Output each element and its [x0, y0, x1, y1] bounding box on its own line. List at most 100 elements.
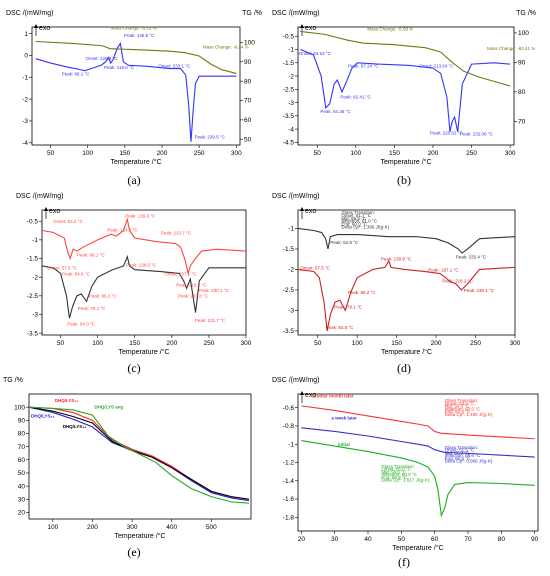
y-axis-title: DSC /(mW/mg)	[272, 377, 319, 384]
exo-arrowhead-icon	[44, 207, 48, 211]
x-tick-label: 200	[428, 150, 439, 157]
x-tick-label: 40	[364, 536, 372, 543]
series-line-f-1	[301, 427, 535, 458]
annotation: Delta Cp*: 1.499 J/(g·K)	[445, 412, 493, 417]
annotation: Onset: 51.5 °C	[445, 448, 475, 453]
annotation: initial	[338, 442, 350, 447]
x-tick-label: 100	[47, 524, 58, 531]
y-tick-label: 20	[18, 510, 26, 517]
annotation: Peak: 119.0 °C	[104, 65, 135, 70]
annotation: Glass Transition:	[445, 445, 479, 450]
annotation: Mid: 58.6 °C	[381, 469, 407, 474]
x-tick-label: 100	[352, 340, 363, 347]
panel-label-e: (e)	[127, 545, 140, 559]
y-tick-label: -1	[32, 237, 38, 244]
series-line-d-0	[297, 227, 516, 254]
annotation: Onset: 197.1 °C	[164, 271, 197, 276]
x-tick-label: 500	[206, 524, 217, 531]
annotation: Peak: 86.2 °C	[348, 290, 377, 295]
annotation: Peak: 87.24 °C	[348, 64, 379, 69]
annotation: Peak: 197.1 °C	[428, 267, 459, 272]
annotation: Onset: 56.0 °C	[381, 467, 411, 472]
y-axis-title: DSC /(mW/mg)	[272, 10, 319, 17]
annotation: Onset: 51.7 °C	[341, 213, 371, 218]
annotation: Glass Transition:	[445, 398, 479, 403]
y-tick-label: 1	[24, 31, 28, 38]
exo-arrowhead-icon	[300, 391, 304, 395]
y2-tick-label: 90	[244, 59, 252, 66]
y2-tick-label: 60	[244, 117, 252, 124]
panel-label-c: (c)	[127, 361, 140, 375]
annotation: End: 60.0 °C	[341, 222, 367, 227]
annotation: Peak: 230.1 °C	[199, 288, 230, 293]
series-line-e-2	[28, 406, 250, 500]
annotation: Peak: 79.1 °C	[78, 306, 107, 311]
annotation: Inflection: 60.5 °C	[445, 406, 481, 411]
x-tick-label: 70	[464, 536, 472, 543]
annotation: Onset: 128.8 °C	[85, 56, 118, 61]
x-tick-label: 90	[531, 536, 539, 543]
annotation: Peak: 79.1 °C	[334, 304, 363, 309]
exo-label: exo	[39, 25, 50, 32]
y-tick-label: -2	[22, 96, 28, 103]
annotation: Peak: 231.7 °C	[195, 318, 226, 323]
annotation: another month later	[311, 394, 354, 399]
y-axis-title: DSC /(mW/mg)	[16, 193, 63, 200]
exo-arrowhead-icon	[300, 24, 304, 28]
x-tick-label: 150	[389, 150, 400, 157]
annotation: Peak: 138.6 °C	[126, 263, 157, 268]
annotation: Mass Change: -8.24 %	[203, 44, 249, 49]
y-tick-label: -1	[22, 74, 28, 81]
y-tick-label: -4.5	[283, 140, 295, 147]
x-tick-label: 30	[331, 536, 339, 543]
annotation: Delta Cp*: 1.617 J/(g·K)	[381, 478, 429, 483]
x-tick-label: 20	[298, 536, 306, 543]
series-line-f-0	[301, 405, 535, 440]
y-tick-label: -2	[288, 267, 294, 274]
annotation: End: 59.9 °C	[381, 475, 407, 480]
panel-label-d: (d)	[397, 361, 411, 375]
y-tick-label: 90	[18, 418, 26, 425]
series-line-f-2	[301, 440, 535, 518]
y-tick-label: -3.5	[27, 330, 39, 337]
annotation: Mid: 58.3 °C	[445, 404, 471, 409]
y-tick-label: -1	[288, 441, 294, 448]
annotation: DHQ/LYS avg	[94, 404, 123, 409]
annotation: Peak: 145.5 °C	[124, 33, 155, 38]
x-tick-label: 300	[127, 524, 138, 531]
y-tick-label: 70	[18, 444, 26, 451]
y-tick-label: -0.5	[27, 218, 39, 225]
y-tick-label: -2.5	[283, 87, 295, 94]
annotation: End: 62.0 °C	[445, 409, 471, 414]
x-tick-label: 60	[431, 536, 439, 543]
annotation: Peak: 218.2 °C	[442, 279, 473, 284]
series-line-c-1	[41, 254, 246, 319]
annotation: Peak: 64.0 °C	[67, 322, 96, 327]
y2-tick-label: 80	[244, 78, 252, 85]
y-tick-label: -0.8	[283, 423, 295, 430]
exo-label: exo	[49, 208, 60, 215]
annotation: Mass Change: -5.69 %	[367, 26, 413, 31]
annotation: Onset: 213.64 °C	[419, 64, 454, 69]
annotation: Peak: 82.41 °C	[340, 95, 371, 100]
y-tick-label: -3	[288, 100, 294, 107]
y-tick-label: -1.5	[283, 246, 295, 253]
y-axis-title: TG /%	[3, 377, 23, 384]
annotation: Peak: 62.9 °C	[330, 240, 359, 245]
x-tick-label: 300	[231, 150, 242, 157]
y-tick-label: 0	[24, 53, 28, 60]
y-tick-label: -0.5	[283, 33, 295, 40]
y-tick-label: 40	[18, 483, 26, 490]
x-tick-label: 50	[47, 150, 55, 157]
plot-frame	[31, 26, 241, 146]
x-tick-label: 100	[82, 150, 93, 157]
exo-label: exo	[305, 25, 316, 32]
y2-tick-label: 100	[518, 30, 529, 37]
x-tick-label: 150	[391, 340, 402, 347]
x-tick-label: 100	[350, 150, 361, 157]
annotation: Peak: 64.6 °C	[62, 272, 91, 277]
y-tick-label: -3	[32, 312, 38, 319]
y-tick-label: -3.5	[283, 328, 295, 335]
annotation: Peak: 213.7 °C	[161, 230, 192, 235]
